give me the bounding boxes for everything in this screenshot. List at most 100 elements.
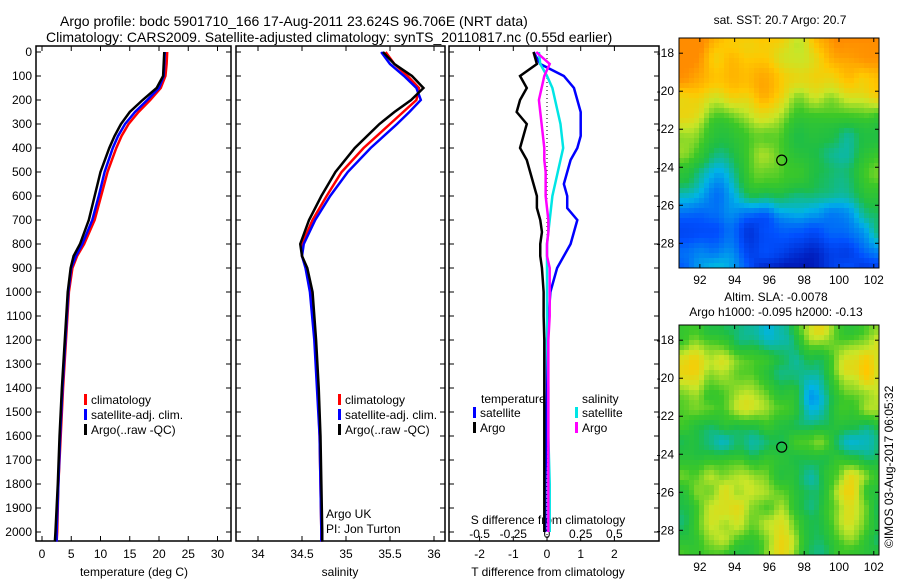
map-cell bbox=[724, 545, 729, 550]
map-cell bbox=[709, 258, 714, 263]
map-cell bbox=[719, 243, 724, 248]
map-cell bbox=[734, 420, 739, 425]
map-cell bbox=[814, 228, 819, 233]
map-cell bbox=[729, 495, 734, 500]
map-cell bbox=[794, 258, 799, 263]
map-cell bbox=[699, 193, 704, 198]
map-cell bbox=[734, 410, 739, 415]
map-cell bbox=[794, 550, 799, 555]
map-cell bbox=[719, 53, 724, 58]
map-cell bbox=[869, 445, 874, 450]
map-cell bbox=[809, 258, 814, 263]
map-cell bbox=[869, 113, 874, 118]
map-cell bbox=[699, 43, 704, 48]
map-cell bbox=[739, 148, 744, 153]
map-cell bbox=[679, 365, 684, 370]
map-cell bbox=[754, 118, 759, 123]
map-cell bbox=[864, 118, 869, 123]
map-cell bbox=[794, 415, 799, 420]
map-cell bbox=[854, 440, 859, 445]
map-cell bbox=[784, 88, 789, 93]
map-cell bbox=[679, 143, 684, 148]
map-cell bbox=[699, 395, 704, 400]
sla-lat-label: -22 bbox=[657, 409, 675, 423]
map-cell bbox=[799, 168, 804, 173]
map-cell bbox=[694, 520, 699, 525]
map-cell bbox=[779, 233, 784, 238]
map-cell bbox=[764, 228, 769, 233]
map-cell bbox=[744, 485, 749, 490]
map-cell bbox=[829, 223, 834, 228]
map-cell bbox=[844, 410, 849, 415]
map-cell bbox=[729, 380, 734, 385]
map-cell bbox=[694, 440, 699, 445]
map-cell bbox=[779, 430, 784, 435]
map-cell bbox=[774, 465, 779, 470]
map-cell bbox=[699, 218, 704, 223]
map-cell bbox=[779, 178, 784, 183]
map-cell bbox=[844, 330, 849, 335]
map-cell bbox=[844, 505, 849, 510]
map-cell bbox=[759, 243, 764, 248]
map-cell bbox=[854, 93, 859, 98]
map-cell bbox=[769, 138, 774, 143]
map-cell bbox=[724, 153, 729, 158]
map-cell bbox=[789, 485, 794, 490]
map-cell bbox=[739, 48, 744, 53]
map-cell bbox=[719, 540, 724, 545]
map-cell bbox=[694, 153, 699, 158]
map-cell bbox=[719, 58, 724, 63]
map-cell bbox=[784, 410, 789, 415]
map-cell bbox=[724, 88, 729, 93]
map-cell bbox=[754, 93, 759, 98]
map-cell bbox=[709, 198, 714, 203]
map-cell bbox=[789, 465, 794, 470]
map-cell bbox=[734, 485, 739, 490]
map-cell bbox=[749, 495, 754, 500]
map-cell bbox=[784, 208, 789, 213]
map-cell bbox=[759, 465, 764, 470]
map-cell bbox=[834, 183, 839, 188]
map-cell bbox=[724, 258, 729, 263]
map-cell bbox=[794, 203, 799, 208]
map-cell bbox=[834, 335, 839, 340]
map-cell bbox=[774, 380, 779, 385]
map-cell bbox=[829, 63, 834, 68]
map-cell bbox=[794, 545, 799, 550]
map-cell bbox=[749, 510, 754, 515]
map-cell bbox=[819, 183, 824, 188]
map-cell bbox=[694, 490, 699, 495]
map-cell bbox=[714, 148, 719, 153]
map-cell bbox=[799, 218, 804, 223]
map-cell bbox=[799, 430, 804, 435]
map-cell bbox=[834, 350, 839, 355]
map-cell bbox=[769, 445, 774, 450]
map-cell bbox=[724, 515, 729, 520]
temperature-line-2 bbox=[53, 51, 166, 542]
map-cell bbox=[754, 380, 759, 385]
map-cell bbox=[774, 530, 779, 535]
map-cell bbox=[844, 118, 849, 123]
map-cell bbox=[759, 510, 764, 515]
map-cell bbox=[729, 440, 734, 445]
map-cell bbox=[784, 63, 789, 68]
map-cell bbox=[869, 325, 874, 330]
map-cell bbox=[734, 233, 739, 238]
map-cell bbox=[804, 233, 809, 238]
map-cell bbox=[799, 263, 804, 268]
map-cell bbox=[854, 118, 859, 123]
map-cell bbox=[724, 38, 729, 43]
map-cell bbox=[779, 500, 784, 505]
map-cell bbox=[694, 148, 699, 153]
map-cell bbox=[864, 325, 869, 330]
map-cell bbox=[704, 460, 709, 465]
map-cell bbox=[784, 480, 789, 485]
map-cell bbox=[874, 118, 879, 123]
map-cell bbox=[734, 123, 739, 128]
map-cell bbox=[829, 213, 834, 218]
map-cell bbox=[704, 98, 709, 103]
map-cell bbox=[844, 550, 849, 555]
map-cell bbox=[819, 238, 824, 243]
map-cell bbox=[814, 550, 819, 555]
map-cell bbox=[759, 68, 764, 73]
